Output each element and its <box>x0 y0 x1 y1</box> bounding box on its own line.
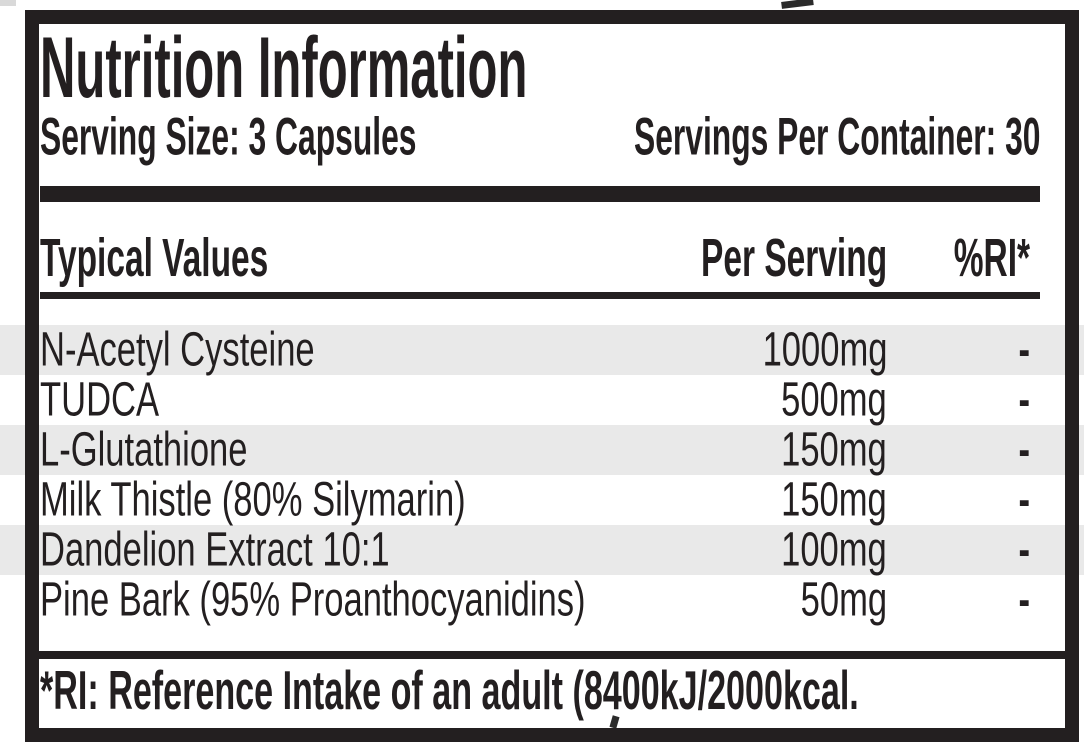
ri-cell: - <box>887 523 1040 577</box>
header-cell-ri: %RI* <box>887 228 1040 288</box>
ri-cell: - <box>887 423 1040 477</box>
cropped-text-fragment <box>781 0 814 9</box>
per-serving-value: 150mg <box>781 423 887 477</box>
row-stripe <box>0 325 1084 375</box>
cropped-text-fragment <box>0 0 16 6</box>
row-stripe <box>0 525 1084 575</box>
per-serving-value: 50mg <box>800 573 887 627</box>
label-title: Nutrition Information <box>40 24 895 112</box>
footnote-text: *RI: Reference Intake of an adult (8400k… <box>40 659 859 721</box>
table-row: Milk Thistle (80% Silymarin) 150mg - <box>40 473 1040 527</box>
ingredient-name-cell: N-Acetyl Cysteine <box>40 323 627 377</box>
table-row: Dandelion Extract 10:1 100mg - <box>40 523 1040 577</box>
ingredient-name-cell: L-Glutathione <box>40 423 627 477</box>
header-cell-per-serving: Per Serving <box>627 228 887 288</box>
ri-value: - <box>1018 473 1030 527</box>
header-ri: %RI* <box>953 228 1030 288</box>
header-rule <box>40 292 1040 299</box>
serving-info-line: Serving Size: 3 Capsules Servings Per Co… <box>40 107 1040 167</box>
per-serving-cell: 100mg <box>627 523 887 577</box>
header-cell-typical-values: Typical Values <box>40 228 627 288</box>
ri-value: - <box>1018 373 1030 427</box>
footnote-rule <box>39 651 1067 659</box>
serving-size: Serving Size: 3 Capsules <box>40 107 417 167</box>
label-title-text: Nutrition Information <box>40 20 528 116</box>
footnote: *RI: Reference Intake of an adult (8400k… <box>40 660 1084 720</box>
ri-value: - <box>1018 423 1030 477</box>
ingredient-name: Pine Bark (95% Proanthocyanidins) <box>40 573 586 627</box>
row-stripe <box>0 425 1084 475</box>
ingredient-name-cell: Dandelion Extract 10:1 <box>40 523 627 577</box>
ingredient-name: Milk Thistle (80% Silymarin) <box>40 473 466 527</box>
ingredient-name-cell: Pine Bark (95% Proanthocyanidins) <box>40 573 627 627</box>
ri-cell: - <box>887 573 1040 627</box>
thick-separator-bar <box>40 186 1040 202</box>
table-row: Pine Bark (95% Proanthocyanidins) 50mg - <box>40 573 1040 627</box>
per-serving-value: 150mg <box>781 473 887 527</box>
ingredient-name: TUDCA <box>40 373 160 427</box>
ri-cell: - <box>887 323 1040 377</box>
ri-cell: - <box>887 373 1040 427</box>
per-serving-value: 500mg <box>781 373 887 427</box>
ri-value: - <box>1018 523 1030 577</box>
servings-per-container: Servings Per Container: 30 <box>633 107 1040 167</box>
table-row: L-Glutathione 150mg - <box>40 423 1040 477</box>
ingredient-name: Dandelion Extract 10:1 <box>40 523 390 577</box>
ingredient-name: N-Acetyl Cysteine <box>40 323 315 377</box>
per-serving-cell: 1000mg <box>627 323 887 377</box>
ri-value: - <box>1018 323 1030 377</box>
table-header-row: Typical Values Per Serving %RI* <box>40 228 1040 288</box>
per-serving-value: 1000mg <box>762 323 887 377</box>
per-serving-cell: 500mg <box>627 373 887 427</box>
ingredient-name: L-Glutathione <box>40 423 248 477</box>
per-serving-cell: 50mg <box>627 573 887 627</box>
table-row: TUDCA 500mg - <box>40 373 1040 427</box>
table-row: N-Acetyl Cysteine 1000mg - <box>40 323 1040 377</box>
header-typical-values: Typical Values <box>40 228 269 288</box>
per-serving-cell: 150mg <box>627 423 887 477</box>
header-per-serving: Per Serving <box>700 228 887 288</box>
ingredient-name-cell: Milk Thistle (80% Silymarin) <box>40 473 627 527</box>
per-serving-value: 100mg <box>781 523 887 577</box>
ri-cell: - <box>887 473 1040 527</box>
per-serving-cell: 150mg <box>627 473 887 527</box>
ingredient-name-cell: TUDCA <box>40 373 627 427</box>
ri-value: - <box>1018 573 1030 627</box>
